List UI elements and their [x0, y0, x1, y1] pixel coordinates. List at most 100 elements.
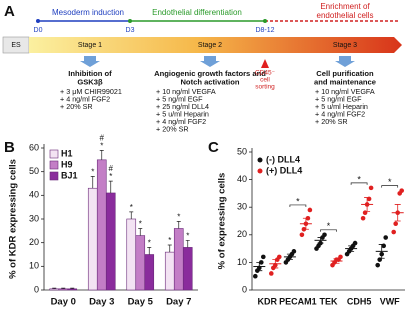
bar: [144, 254, 155, 291]
error-bar: [147, 247, 152, 255]
stage-title: GSK3β: [77, 78, 103, 87]
legend-label: H9: [61, 159, 73, 169]
y-tick-label: 30: [237, 202, 247, 212]
legend-swatch: [49, 160, 59, 170]
data-point: [383, 235, 389, 240]
phase-label: endothelial cells: [317, 11, 374, 20]
data-point: [291, 249, 297, 254]
error-bar: [348, 245, 355, 252]
data-point: [261, 254, 266, 260]
bar: [96, 159, 107, 291]
error-bar: [256, 262, 263, 272]
x-tick-label: Day 0: [51, 297, 76, 308]
data-point: [360, 215, 366, 221]
sorting-marker: [261, 59, 269, 68]
data-point: [322, 232, 327, 238]
y-axis-title: % of expressing cells: [217, 173, 228, 270]
data-point: [277, 254, 282, 260]
error-bar: [129, 211, 134, 219]
sorting-label: CD45⁻: [255, 70, 276, 77]
error-bar: [108, 180, 113, 193]
significance-mark: #: [109, 164, 114, 173]
start-label: ES: [11, 42, 21, 49]
y-tick-label: 10: [237, 257, 247, 267]
significance-mark: *: [91, 168, 94, 177]
error-bar: [317, 237, 324, 244]
stage-item: + 20% SR: [315, 117, 348, 126]
timepoint: D0: [34, 27, 43, 34]
significance-mark: *: [148, 239, 151, 248]
stage-item: + 5 u/ml Heparin: [156, 109, 209, 118]
arrows: [80, 56, 355, 67]
legend-label: (-) DLL4: [266, 154, 300, 164]
stage-item: + 20% SR: [60, 102, 93, 111]
panel-label: A: [4, 3, 15, 20]
panel-label: C: [208, 139, 219, 156]
bar: [164, 251, 175, 291]
error-bar: [99, 150, 104, 160]
significance-mark: *: [177, 212, 180, 221]
timepoint: D3: [126, 27, 135, 34]
stage-title: Angiogenic growth factors and: [154, 69, 266, 78]
data-point: [338, 254, 343, 260]
stage-name: Stage 3: [333, 42, 357, 49]
stage-item: + 20% SR: [156, 124, 189, 133]
stage-name: Stage 1: [78, 42, 102, 49]
y-axis-title: % of KDR expressing cells: [8, 159, 19, 279]
stage-item: + 5 u/ml Heparin: [315, 102, 368, 111]
significance-mark: *: [296, 196, 300, 206]
error-bar: [167, 244, 172, 253]
stage-title: Inhibition of: [68, 69, 112, 78]
significance-mark: *: [130, 203, 133, 212]
error-bar: [61, 287, 66, 289]
legend-swatch: [257, 168, 263, 174]
legend-swatch: [49, 149, 59, 159]
bar: [135, 235, 146, 291]
bar: [87, 187, 98, 291]
y-tick-label: 0: [34, 284, 39, 294]
significance-mark: *: [388, 177, 392, 187]
stage-item: + 4 ng/ml FGF2: [315, 109, 365, 118]
x-tick-label: Day 7: [166, 297, 191, 308]
bar: [173, 228, 184, 291]
stage-title: Notch activation: [180, 78, 239, 87]
panel-label: B: [4, 139, 15, 156]
significance-bracket: [350, 182, 368, 185]
stage-item: + 25 ng/ml DLL4: [156, 102, 209, 111]
error-bar: [176, 221, 181, 229]
significance-mark: *: [168, 236, 171, 245]
error-bar: [378, 244, 385, 259]
bar: [49, 288, 60, 291]
error-bar: [138, 228, 143, 236]
bar: [67, 288, 78, 291]
stage-item: + 3 μM CHIR99021: [60, 87, 122, 96]
stage-title: Cell purification: [316, 69, 374, 78]
stage-item: + 5 ng/ml EGF: [315, 94, 362, 103]
x-tick-label: Day 5: [128, 297, 154, 308]
data-point: [299, 232, 305, 238]
error-bar: [302, 217, 309, 230]
error-bar: [394, 204, 401, 222]
y-tick-label: 10: [29, 261, 39, 271]
stage-item: + 4 ng/ml FGF2: [60, 94, 110, 103]
time-dot: [36, 19, 40, 23]
significance-bracket: [289, 204, 307, 207]
error-bar: [52, 287, 57, 289]
time-dot: [128, 19, 132, 23]
data-point: [375, 262, 381, 268]
sorting-label: cell: [260, 77, 270, 84]
significance-mark: *: [109, 172, 112, 181]
significance-mark: *: [186, 231, 189, 240]
bar: [58, 288, 69, 291]
y-tick-label: 20: [237, 229, 247, 239]
error-bar: [364, 197, 371, 212]
data-point: [368, 185, 374, 191]
stage-item: + 5 ng/ml EGF: [156, 94, 203, 103]
y-tick-label: 0: [242, 284, 247, 294]
sorting-label: sorting: [255, 84, 275, 91]
legend-label: (+) DLL4: [266, 165, 302, 175]
error-bar: [90, 176, 95, 189]
phase-label: Endothelial differentiation: [152, 8, 242, 17]
stage-item: + 4 ng/ml FGF2: [156, 117, 206, 126]
